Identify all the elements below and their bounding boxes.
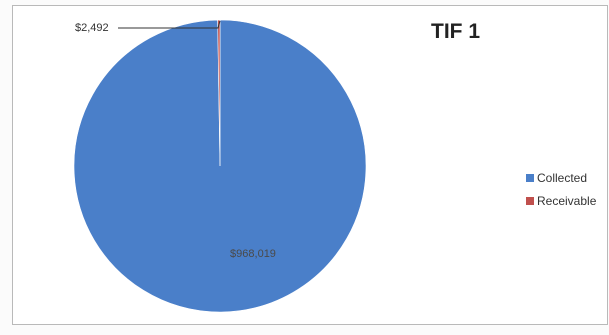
legend-label-receivable: Receivable bbox=[537, 193, 597, 208]
data-label-receivable: $2,492 bbox=[75, 22, 109, 34]
legend-swatch-collected bbox=[526, 173, 534, 182]
legend-swatch-receivable bbox=[526, 196, 534, 205]
pie-slices bbox=[73, 19, 367, 313]
pie-slice-receivable bbox=[217, 19, 221, 167]
legend: Collected Receivable bbox=[526, 169, 596, 215]
data-label-collected: $968,019 bbox=[230, 248, 276, 260]
chart-title: TIF 1 bbox=[431, 20, 481, 43]
data-labels: $968,019 $2,492 bbox=[75, 20, 276, 260]
legend-label-collected: Collected bbox=[537, 170, 588, 185]
leader-line-receivable bbox=[118, 20, 221, 29]
legend-item-collected: Collected bbox=[526, 169, 596, 186]
legend-item-receivable: Receivable bbox=[526, 192, 596, 209]
